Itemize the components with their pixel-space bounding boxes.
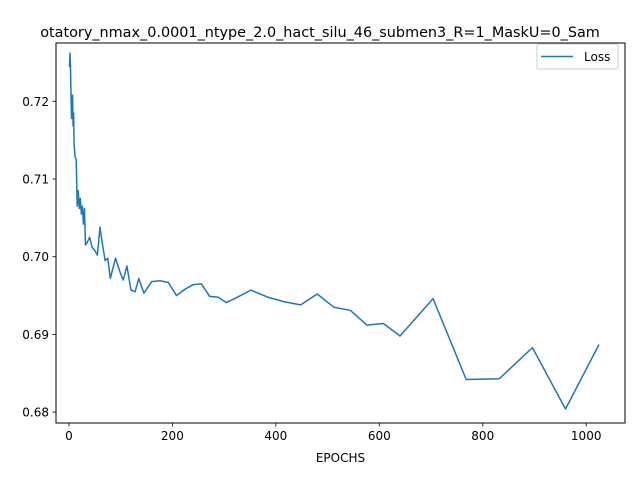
axes-background [56, 43, 625, 423]
x-tick-label: 800 [471, 429, 494, 443]
x-axis-label: EPOCHS [316, 451, 365, 465]
x-axis-ticks: 0 200 400 600 800 1000 [65, 423, 601, 443]
legend-box [536, 43, 619, 70]
x-tick-label: 600 [368, 429, 391, 443]
y-tick-label: 0.68 [22, 406, 49, 420]
legend-label-loss: Loss [584, 50, 610, 64]
series-line-loss [68, 52, 600, 410]
chart-title: otatory_nmax_0.0001_ntype_2.0_hact_silu_… [40, 25, 600, 41]
y-tick-label: 0.69 [22, 328, 49, 342]
y-tick-label: 0.70 [22, 250, 49, 264]
data-marks [68, 52, 600, 410]
x-tick-label: 200 [161, 429, 184, 443]
x-tick-label: 0 [65, 429, 73, 443]
y-tick-label: 0.72 [22, 95, 49, 109]
x-tick-label: 400 [264, 429, 287, 443]
legend: Loss [536, 43, 619, 70]
plot-area: 0 200 400 600 800 1000 0.68 0.69 0.70 0.71 0.72 [22, 42, 626, 443]
x-tick-label: 1000 [571, 429, 602, 443]
y-axis-ticks: 0.68 0.69 0.70 0.71 0.72 [22, 95, 56, 420]
axes-frame [55, 42, 626, 424]
y-tick-label: 0.71 [22, 172, 49, 186]
